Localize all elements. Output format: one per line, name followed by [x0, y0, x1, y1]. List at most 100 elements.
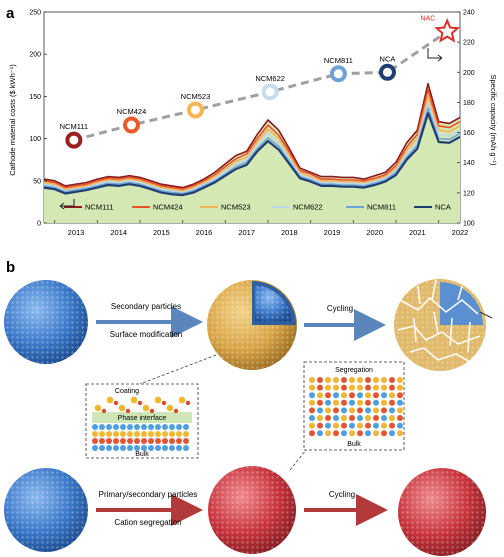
bulk-atom: [120, 445, 126, 451]
bulk-atom: [148, 431, 154, 437]
bulk-atom: [155, 438, 161, 444]
segregation-atom: [325, 377, 331, 383]
bulk-atom: [127, 431, 133, 437]
coating-atom: [125, 408, 131, 414]
segregation-atom: [341, 430, 347, 437]
y-left-tick-label: 250: [29, 10, 41, 17]
bulk-atom: [141, 438, 147, 444]
bulk-atom: [113, 424, 119, 430]
legend-label-ncm424: NCM424: [153, 203, 183, 212]
coating-atom: [185, 400, 191, 406]
panel-b: Secondary particles Surface modification…: [4, 279, 493, 556]
panel-a-label: a: [6, 5, 15, 22]
segregation-atom: [381, 422, 387, 429]
bulk-atom: [134, 424, 140, 430]
y-right-tick-label: 160: [463, 130, 475, 137]
bulk-atom: [148, 445, 154, 451]
bulk-atom: [99, 431, 105, 437]
coating-atom: [130, 396, 138, 404]
segregation-atom: [365, 399, 371, 406]
segregation-atom: [325, 399, 331, 406]
segregation-atom: [349, 430, 355, 437]
bulk-atom: [113, 438, 119, 444]
coating-label: Coating: [115, 388, 139, 395]
x-tick-label: 2019: [324, 228, 341, 237]
x-tick-label: 2021: [409, 228, 426, 237]
bulk-atom: [99, 438, 105, 444]
segregation-atom: [333, 384, 339, 391]
bulk-atom: [120, 438, 126, 444]
axes: 0 50 100 150 200 250 100 120 140 160 180 200 220 240 2…: [29, 10, 474, 238]
segregation-atom: [397, 415, 403, 421]
series-line-ncm111: [43, 82, 461, 189]
capacity-marker-nca: [378, 63, 396, 81]
coating-atom: [161, 400, 167, 406]
bulk-atom: [92, 445, 98, 451]
bulk-atom: [183, 431, 189, 437]
segregation-atom: [373, 384, 379, 391]
segregation-atom: [365, 422, 371, 429]
bulk-atom: [176, 431, 182, 437]
segregation-atom: [349, 377, 355, 383]
bulk-atom: [113, 445, 119, 451]
capacity-marker-ncm424: [122, 116, 140, 134]
capacity-marker-ncm111: [65, 131, 83, 149]
bulk-atom: [155, 445, 161, 451]
series-line-ncm622: [43, 102, 461, 194]
y-axis-left-label: Cathode material costs ($ kWh⁻¹): [8, 64, 17, 176]
y-axis-right-label: Specific capacity (mAh g⁻¹): [489, 74, 498, 166]
series-lines: [43, 82, 461, 197]
coating-bulk-label: Bulk: [135, 451, 149, 458]
legend-label-ncm622: NCM622: [293, 203, 323, 212]
segregation-atom: [317, 384, 323, 391]
row1-arrow1-top-label: Secondary particles: [111, 302, 181, 311]
coating-atom: [101, 408, 107, 414]
segregation-atom: [373, 377, 379, 383]
segregation-atom: [381, 384, 387, 391]
row1-arrow2-label: Cycling: [327, 304, 353, 313]
cycled-red-particle: [398, 468, 486, 556]
segregation-bulk-label: Bulk: [347, 441, 361, 448]
segregation-atom: [397, 407, 403, 414]
segregation-atom: [333, 430, 339, 437]
x-tick-label: 2020: [366, 228, 383, 237]
bulk-atom: [106, 445, 112, 451]
bulk-atom: [120, 424, 126, 430]
primary-particle-blue: [4, 468, 88, 552]
segregation-inset: Segregation Bulk: [289, 361, 405, 471]
segregation-atom: [373, 399, 379, 406]
panel-b-label: b: [6, 259, 15, 276]
bulk-atom: [134, 438, 140, 444]
segregation-atom: [341, 384, 347, 391]
right-axis-arrow-icon: [427, 48, 443, 62]
segregation-atom: [317, 415, 323, 421]
x-tick-label: 2017: [238, 228, 255, 237]
segregation-atom: [373, 430, 379, 437]
segregation-atom: [333, 415, 339, 421]
x-tick-label: 2015: [153, 228, 170, 237]
y-left-tick-label: 100: [29, 136, 41, 143]
segregation-atom: [309, 377, 315, 383]
segregation-atom: [397, 384, 403, 391]
segregation-atom: [325, 422, 331, 429]
y-right-tick-label: 120: [463, 190, 475, 197]
phase-interface-label: Phase interface: [118, 415, 167, 422]
capacity-trend: NCM111 NCM424 NCM523 NCM622 NCM811 NCA NAC: [60, 16, 461, 149]
secondary-particle-blue: [4, 280, 88, 364]
capacity-label-ncm111: NCM111: [60, 122, 88, 131]
coating-atom: [178, 396, 186, 404]
segregation-label: Segregation: [335, 367, 373, 374]
segregation-atom: [317, 399, 323, 406]
coating-atom: [142, 404, 150, 412]
bulk-atom: [169, 438, 175, 444]
bulk-atom: [141, 431, 147, 437]
segregation-atom: [381, 407, 387, 414]
capacity-label-nca: NCA: [380, 54, 396, 63]
segregation-atom: [397, 377, 403, 383]
segregation-atom: [389, 392, 395, 399]
segregation-atom: [309, 384, 315, 391]
segregation-atom: [357, 384, 363, 391]
nac-label: NAC: [420, 16, 435, 23]
capacity-marker-ncm811: [329, 65, 347, 83]
